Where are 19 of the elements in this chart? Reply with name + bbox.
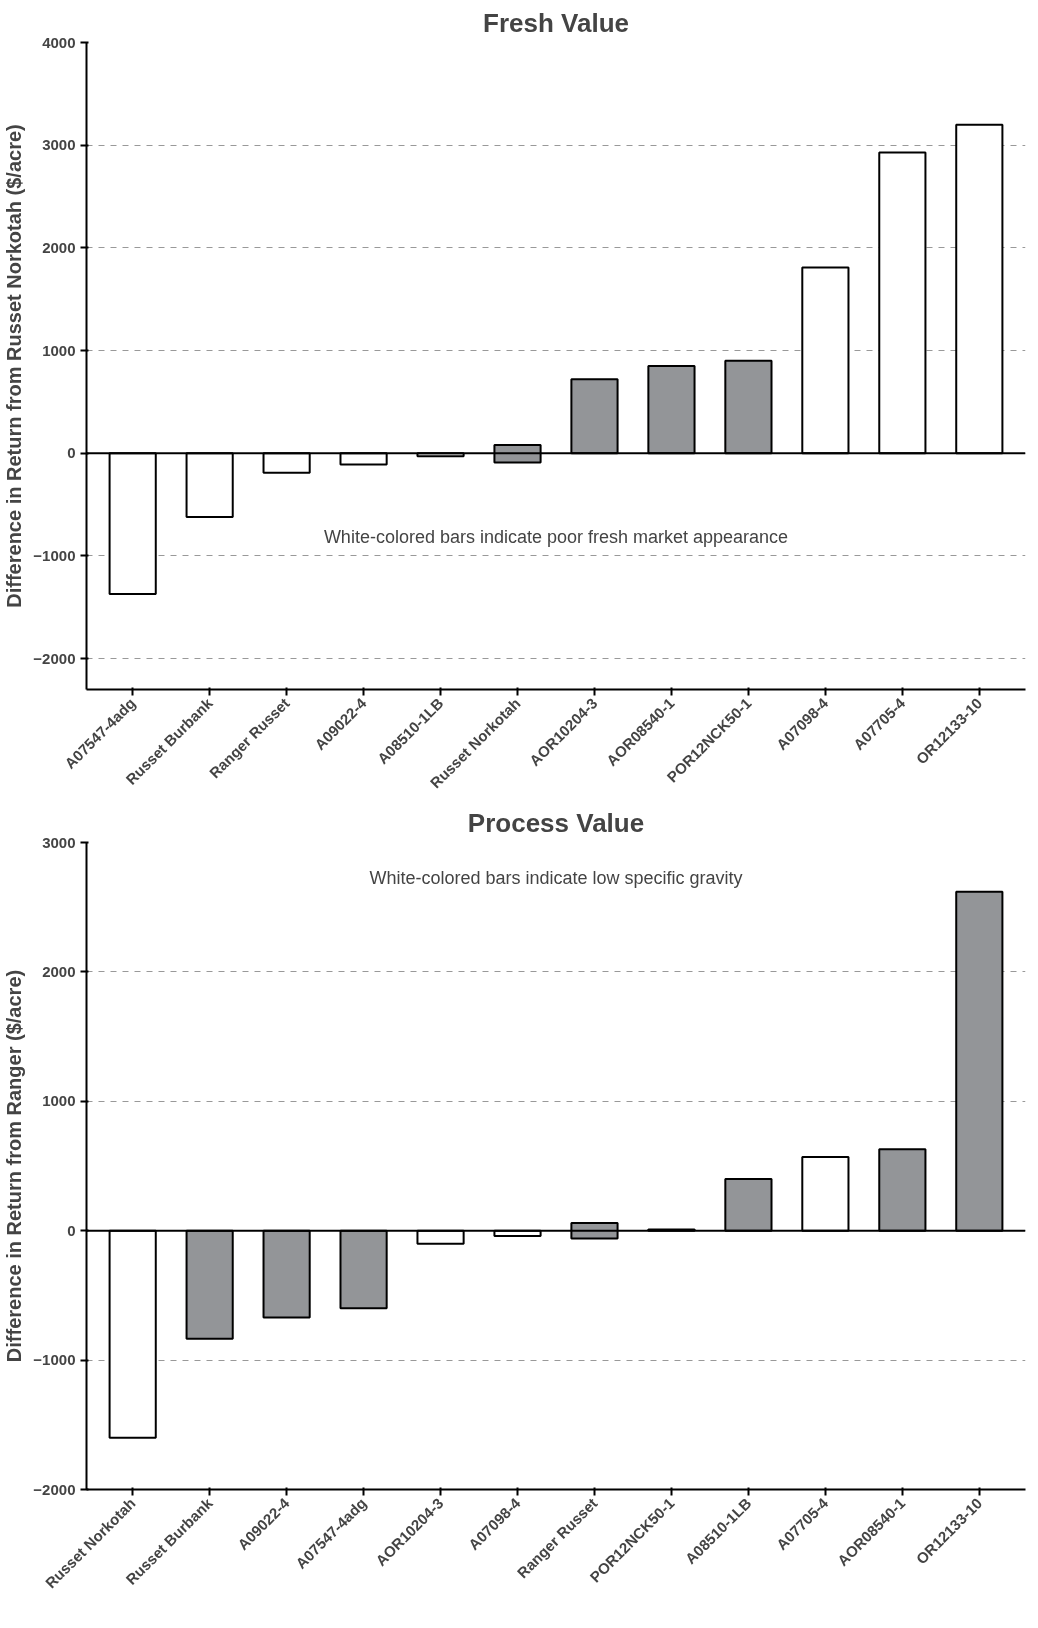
- annotation: White-colored bars indicate poor fresh market appearance: [323, 527, 789, 548]
- chart-title: Process Value: [467, 807, 645, 838]
- y-tick-label: 4000: [42, 33, 76, 51]
- y-tick-label: 3000: [42, 136, 76, 154]
- chart-title: Fresh Value: [483, 7, 629, 38]
- y-tick-label: 2000: [42, 962, 76, 980]
- y-axis-title: Difference in Return from Russet Norkotah ($/acre): [3, 124, 26, 608]
- y-tick-label: 2000: [42, 238, 76, 256]
- y-tick-label: −1000: [33, 546, 76, 564]
- y-tick-label: −2000: [33, 649, 76, 667]
- y-tick-label: 3000: [42, 833, 76, 851]
- y-axis-title: Difference in Return from Ranger ($/acre): [3, 969, 26, 1363]
- annotation: White-colored bars indicate low specific gravity: [369, 867, 743, 888]
- y-tick-label: 0: [67, 1221, 76, 1239]
- y-tick-label: −1000: [33, 1351, 76, 1369]
- y-tick-label: 0: [67, 444, 76, 462]
- y-tick-label: 1000: [42, 341, 76, 359]
- y-tick-label: −2000: [33, 1480, 76, 1498]
- y-tick-label: 1000: [42, 1092, 76, 1110]
